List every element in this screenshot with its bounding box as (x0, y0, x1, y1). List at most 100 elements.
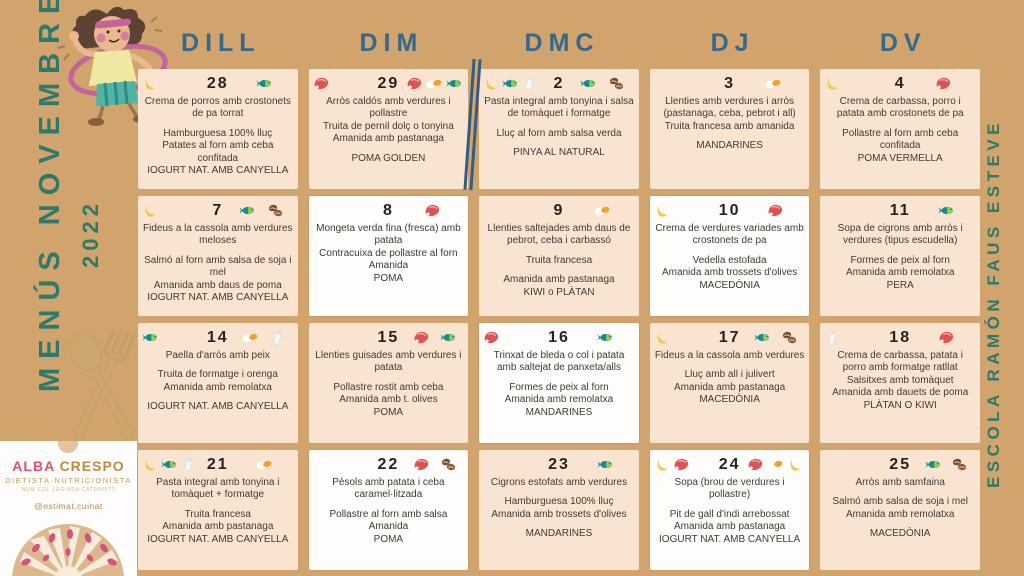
cell-icons-right (405, 330, 464, 345)
banana-icon (142, 76, 159, 91)
menu-line: Amanida amb remolatxa (163, 381, 272, 393)
menu-cell-28: 28 Crema de porros amb crostonets de pa t… (138, 69, 298, 189)
menu-line: PERA (886, 279, 914, 291)
menu-line: Lluç amb all i julivert (684, 369, 775, 381)
menu-spacer (483, 121, 635, 128)
menu-line: Amanida amb remolatxa (846, 508, 955, 520)
cell-icons-right (747, 457, 806, 472)
menu-spacer (483, 140, 635, 147)
menu-cell-8: 8 Mongeta verda fina (fresca) amb patata C… (308, 196, 469, 316)
cell-date: 23 (548, 455, 570, 473)
menu-line: Crema de porros amb crostonets de pa tor… (144, 96, 291, 120)
cocoa-beans-icon (781, 330, 798, 345)
banana-icon (654, 330, 671, 345)
menu-spacer (313, 502, 465, 509)
menu-line: Pit de gall d'indi arrebossat (669, 508, 790, 520)
fried-egg-icon (242, 330, 259, 345)
menu-line: Llenties saltejades amb daus de pebrot, … (487, 223, 631, 247)
cell-date: 29 (377, 74, 400, 92)
menu-spacer (824, 121, 976, 128)
cell-icons-right (917, 457, 976, 472)
menu-line: Hamburguesa 100% lluç (504, 496, 614, 508)
menu-line: Hamburguesa 100% lluç (163, 127, 273, 139)
menu-spacer (483, 375, 635, 382)
menu-line: Truita de pernil dolç o tonyina (322, 120, 454, 132)
banana-icon (142, 457, 159, 472)
menu-line: Crema de verdures variades amb crostonet… (655, 223, 804, 247)
fish-icon (440, 330, 457, 345)
menu-line: IOGURT NAT. AMB CANYELLA (147, 533, 289, 545)
menu-spacer (313, 146, 465, 153)
cell-icons-right (576, 330, 635, 345)
cell-icons-left (142, 330, 201, 345)
menu-line: Vedella estofada (692, 254, 767, 266)
menu-spacer (142, 502, 294, 509)
dietitian-social-handle: @estimat.cuinat (34, 501, 103, 511)
menu-line: Mongeta verda fina (fresca) amb patata (316, 223, 461, 247)
fish-icon (446, 76, 463, 91)
dietitian-title: DIETISTA·NUTRICIONISTA (5, 476, 132, 485)
banana-icon (824, 76, 841, 91)
menu-line: POMA VERMELLA (857, 152, 943, 164)
cell-date: 2 (553, 74, 565, 92)
cell-date: 21 (206, 455, 229, 473)
menu-line: Pollastre al forn amb salsa (329, 508, 448, 520)
menu-spacer (654, 502, 806, 509)
menu-line: IOGURT NAT. AMB CANYELLA (147, 164, 289, 176)
cell-icons-right (917, 330, 976, 345)
menu-cell-25: 25 Arròs amb samfaina Salmó amb salsa de s… (820, 450, 980, 570)
menu-cell-24: 24 Sopa (brou de verdures i pollastre) Pit… (649, 450, 810, 570)
menu-spacer (824, 489, 976, 496)
menu-line: Arròs caldós amb verdures i pollastre (326, 96, 451, 120)
cell-date: 4 (894, 74, 906, 92)
cell-icons-left (142, 457, 201, 472)
kiwi-illustration (12, 524, 124, 576)
fork-spoon-illustration (69, 327, 136, 441)
menu-line: MANDARINES (696, 140, 763, 152)
cell-icons-right (747, 330, 806, 345)
day-header-dv: DV (879, 28, 927, 57)
cell-date: 9 (553, 201, 565, 219)
cell-date: 10 (718, 201, 741, 219)
menu-cell-17: 17 Fideus a la cassola amb verdures Lluç a… (649, 323, 810, 443)
cell-icons-right (405, 76, 464, 91)
menu-cell-29: 29 Arròs caldós amb verdures i pollastre T… (308, 69, 469, 189)
fried-egg-icon (256, 457, 273, 472)
cell-date: 16 (548, 328, 570, 346)
cell-icons-left (654, 457, 713, 472)
banana-icon (142, 203, 159, 218)
cell-icons-left (483, 330, 542, 345)
milk-bottle-icon (824, 330, 841, 345)
menu-line: Amanida amb daus de poma (153, 279, 282, 291)
cell-date: 15 (377, 328, 400, 346)
cell-icons-left (313, 76, 372, 91)
cell-icons-right (576, 457, 635, 472)
fish-icon (239, 203, 256, 218)
fish-icon (256, 76, 273, 91)
cell-date: 28 (206, 74, 229, 92)
milk-bottle-icon (269, 330, 286, 345)
meat-icon (483, 330, 500, 345)
menu-cell-21: 21 Pasta integral amb tonyina i tomàquet … (138, 450, 298, 570)
fried-egg-icon (767, 457, 784, 472)
meat-icon (406, 76, 423, 91)
logo-dot (58, 441, 78, 453)
menu-spacer (483, 248, 635, 255)
menu-line: POMA (373, 272, 404, 284)
menu-calendar-grid: DILL DIM DMC DJ DV 28 Crema de porros amb cros… (138, 24, 980, 570)
menu-line: Amanida amb dauets de poma (832, 387, 969, 399)
menu-line: Pasta integral amb tonyina i tomàquet + … (156, 477, 280, 501)
menu-line: Pèsols amb patata i ceba caramel·litzada (332, 477, 445, 501)
cell-icons-right (229, 203, 293, 218)
cell-icons-right (741, 76, 805, 91)
meat-icon (747, 457, 764, 472)
meat-icon (673, 457, 690, 472)
menu-line: MACEDÒNIA (699, 279, 760, 291)
menu-line: Amanida amb remolatxa (504, 394, 614, 406)
menu-line: MANDARINES (525, 528, 593, 540)
cell-date: 18 (889, 328, 912, 346)
day-header-dmc: DMC (524, 28, 600, 57)
fish-icon (754, 330, 771, 345)
cell-icons-right (570, 76, 634, 91)
menu-cell-14: 14 Paella d'arròs amb peix Truita de forma… (138, 323, 298, 443)
